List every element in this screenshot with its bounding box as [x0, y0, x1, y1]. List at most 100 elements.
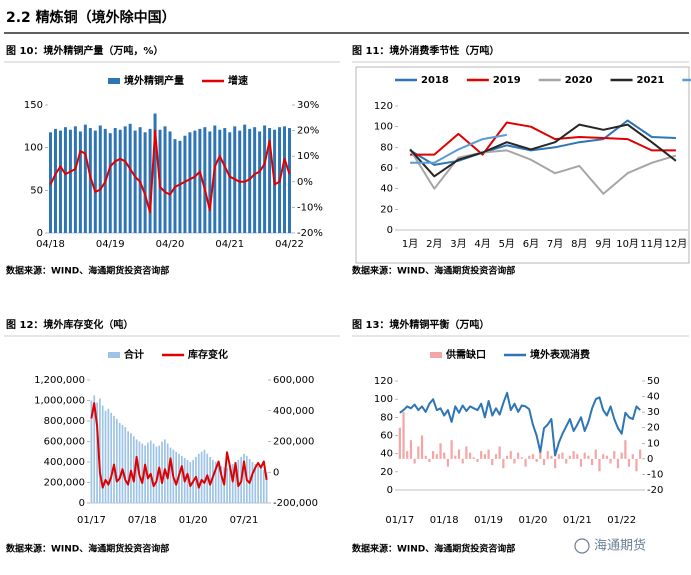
bar [260, 468, 262, 503]
bar [409, 440, 413, 459]
y-tick-label: 40 [380, 184, 393, 195]
bar [253, 127, 257, 233]
bar [509, 451, 512, 459]
bar [546, 451, 549, 459]
bar [561, 452, 564, 459]
y2-tick-label: 10% [297, 151, 319, 162]
bar [226, 468, 228, 503]
bar [627, 458, 631, 467]
bar [123, 126, 127, 233]
bar [124, 427, 127, 503]
y-tick-label: 40 [380, 449, 393, 460]
bar [583, 452, 586, 459]
bar [257, 466, 259, 503]
bar [528, 455, 531, 459]
x-tick-label: 7月 [547, 238, 563, 250]
legend-label: 境外精铜产量 [124, 74, 184, 87]
x-tick-label: 04/18 [36, 239, 65, 250]
y-tick-label: 400,000 [44, 457, 85, 468]
legend-label: 2018 [421, 75, 449, 86]
x-tick-label: 1月 [402, 238, 418, 250]
bar [63, 127, 67, 233]
chart-title: 图 12：境外库存变化（吨） [6, 318, 133, 331]
bar [158, 445, 161, 503]
bar [193, 130, 197, 233]
legend-label: 2021 [637, 75, 665, 86]
x-tick-label: 2月 [426, 238, 442, 250]
bar [149, 440, 152, 503]
bar [263, 125, 267, 233]
bar [178, 140, 182, 233]
bar [229, 466, 231, 503]
bar [402, 412, 405, 459]
y2-tick-label: -10% [297, 202, 323, 213]
bar [439, 443, 442, 459]
bar [513, 458, 516, 464]
line [49, 129, 291, 214]
bar [99, 398, 101, 503]
y-tick-label: 0 [37, 228, 43, 239]
y2-tick-label: 0 [647, 454, 653, 465]
bar [454, 455, 457, 459]
y-tick-label: 600,000 [44, 437, 85, 448]
bar [480, 451, 483, 459]
bar [531, 454, 535, 459]
bar [251, 462, 254, 503]
bar [113, 415, 115, 503]
bar [96, 402, 98, 503]
bar [243, 124, 247, 233]
bar [517, 452, 520, 459]
bar [155, 446, 158, 503]
bar [218, 129, 222, 233]
x-tick-label: 04/19 [96, 239, 125, 250]
bar [609, 458, 612, 464]
bar [443, 452, 446, 459]
source-note: 数据来源：WIND、海通期货投资咨询部 [6, 265, 169, 277]
legend-label: 库存变化 [188, 348, 228, 361]
bar [432, 451, 435, 459]
bar [248, 128, 252, 233]
bar [420, 435, 424, 459]
bar [153, 113, 157, 233]
legend-swatch [108, 352, 120, 358]
chart-title: 图 11：境外消费季节性（万吨） [352, 44, 499, 57]
bar [624, 440, 627, 459]
bar [83, 124, 87, 233]
bar [494, 454, 498, 459]
bar [130, 433, 132, 503]
bar [572, 451, 575, 459]
bar [101, 405, 104, 503]
y-tick-label: 120 [374, 376, 393, 387]
bar [180, 455, 183, 503]
y-tick-label: 100 [374, 394, 393, 405]
line [399, 391, 641, 457]
bar [143, 132, 147, 233]
bar [110, 412, 113, 503]
y2-tick-label: 20% [297, 126, 319, 137]
bar [598, 458, 601, 472]
bar [524, 458, 527, 467]
source-note: 数据来源：WIND、海通期货投资咨询部 [352, 543, 515, 555]
x-tick-label: 07/21 [230, 515, 259, 526]
bar [78, 131, 82, 233]
bar [213, 125, 217, 233]
x-tick-label: 12月 [665, 238, 688, 250]
y-tick-label: 80 [380, 142, 393, 153]
bar [268, 128, 272, 233]
bar [144, 445, 146, 503]
x-tick-label: 9月 [595, 238, 611, 250]
x-tick-label: 01/22 [607, 515, 636, 526]
bar [550, 455, 553, 459]
y-tick-label: 60 [380, 431, 393, 442]
bar [542, 458, 546, 466]
x-tick-label: 04/20 [156, 239, 185, 250]
bar [620, 452, 623, 459]
bar [465, 446, 468, 459]
line [90, 402, 268, 489]
bar [209, 456, 211, 503]
bar [594, 449, 597, 459]
bar [461, 458, 464, 464]
bar [98, 125, 102, 233]
bar [605, 455, 608, 459]
